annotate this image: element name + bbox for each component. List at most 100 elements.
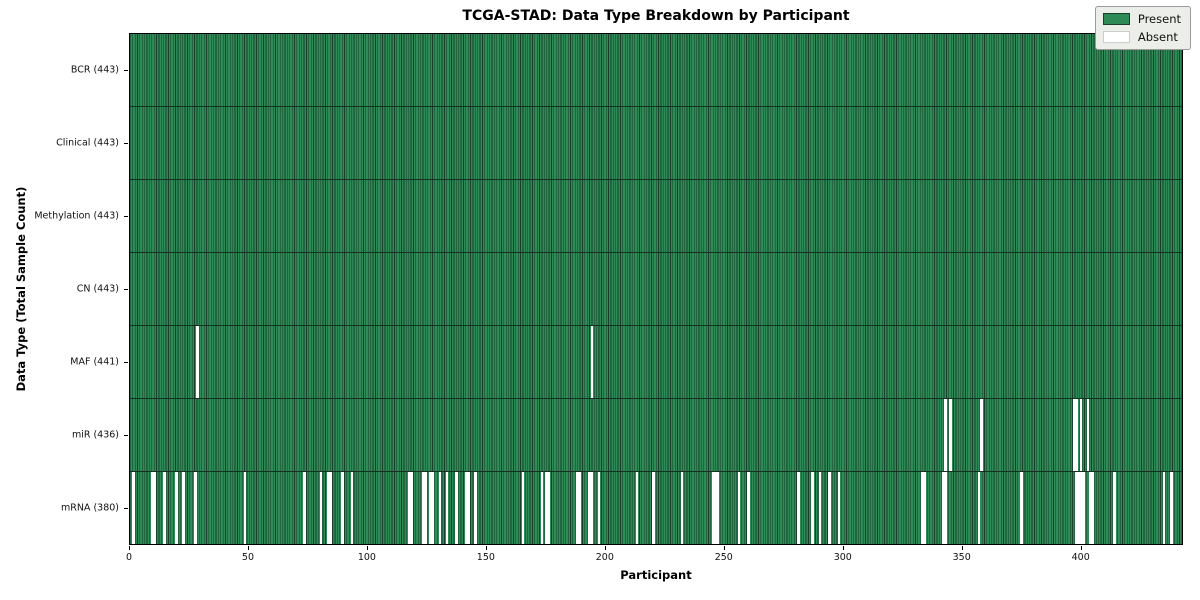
absent-stripe: [1086, 399, 1090, 471]
absent-stripe: [151, 472, 154, 544]
absent-stripe: [243, 472, 247, 544]
absent-stripe: [429, 472, 432, 544]
absent-stripe: [711, 472, 715, 544]
absent-stripe: [455, 472, 458, 544]
absent-stripe: [303, 472, 306, 544]
absent-stripe: [424, 472, 427, 544]
absent-stripe: [980, 399, 983, 471]
absent-stripe: [747, 472, 750, 544]
row-CN: [130, 253, 1182, 326]
absent-stripe: [132, 472, 135, 544]
absent-stripe: [1089, 472, 1092, 544]
absent-stripe: [196, 326, 199, 398]
y-axis-tick: [124, 216, 128, 217]
absent-stripe: [811, 472, 815, 544]
legend-label-absent: Absent: [1137, 30, 1178, 44]
absent-stripe: [445, 472, 449, 544]
y-tick-label-BCR: BCR (443): [70, 64, 119, 76]
x-axis-title: Participant: [620, 568, 692, 582]
absent-stripe: [977, 472, 981, 544]
row-BCR: [130, 34, 1182, 107]
y-axis-tick: [124, 435, 128, 436]
absent-stripe: [680, 472, 684, 544]
y-tick-label-miR: miR (436): [71, 429, 119, 441]
absent-stripe: [652, 472, 655, 544]
absent-stripe: [597, 472, 601, 544]
absent-stripe: [540, 472, 544, 544]
y-axis-tick: [124, 70, 128, 71]
absent-stripe: [341, 472, 344, 544]
absent-stripe: [949, 399, 952, 471]
absent-stripe: [797, 472, 800, 544]
absent-stripe: [329, 472, 332, 544]
absent-stripe: [1113, 472, 1116, 544]
x-axis-tick: [1081, 546, 1082, 550]
absent-stripe: [431, 472, 435, 544]
absent-stripe: [163, 472, 166, 544]
plot-area: [129, 33, 1183, 545]
absent-stripe: [326, 472, 330, 544]
absent-stripe: [407, 472, 411, 544]
x-axis-tick: [129, 546, 130, 550]
absent-stripe: [521, 472, 525, 544]
y-axis-tick: [124, 289, 128, 290]
absent-stripe: [588, 472, 591, 544]
x-axis-tick: [962, 546, 963, 550]
absent-stripe: [410, 472, 413, 544]
x-axis-tick: [843, 546, 844, 550]
absent-stripe: [737, 472, 741, 544]
chart-title: TCGA-STAD: Data Type Breakdown by Partic…: [462, 8, 850, 24]
y-tick-label-Methylation: Methylation (443): [34, 210, 119, 222]
absent-stripe: [175, 472, 178, 544]
y-tick-label-CN: CN (443): [76, 283, 119, 295]
y-tick-label-MAF: MAF (441): [70, 356, 119, 368]
absent-stripe: [1077, 472, 1080, 544]
absent-stripe: [1079, 472, 1083, 544]
x-axis-tick: [724, 546, 725, 550]
absent-stripe: [944, 472, 947, 544]
y-tick-label-mRNA: mRNA (380): [60, 502, 119, 514]
absent-stripe: [828, 472, 831, 544]
absent-stripe: [1020, 472, 1023, 544]
row-miR: [130, 399, 1182, 472]
x-tick-label-150: 150: [476, 552, 495, 563]
x-tick-label-0: 0: [125, 552, 133, 563]
x-axis-tick: [367, 546, 368, 550]
x-tick-label-50: 50: [241, 552, 254, 563]
absent-stripe: [1072, 399, 1076, 471]
absent-stripe: [350, 472, 354, 544]
absent-stripe: [474, 472, 477, 544]
absent-stripe: [818, 472, 822, 544]
absent-stripe: [438, 472, 442, 544]
absent-stripe: [590, 472, 594, 544]
absent-stripe: [1075, 399, 1078, 471]
absent-stripe: [319, 472, 323, 544]
x-tick-label-100: 100: [357, 552, 376, 563]
absent-stripe: [578, 472, 582, 544]
x-tick-label-300: 300: [833, 552, 852, 563]
absent-stripe: [153, 472, 157, 544]
absent-stripe: [923, 472, 926, 544]
legend: Present Absent: [1094, 6, 1191, 50]
y-axis-tick: [124, 508, 128, 509]
legend-label-present: Present: [1137, 12, 1181, 26]
absent-stripe: [590, 326, 594, 398]
row-Clinical: [130, 107, 1182, 180]
x-tick-label-200: 200: [595, 552, 614, 563]
absent-stripe: [194, 472, 197, 544]
absent-swatch: [1102, 31, 1130, 43]
present-swatch: [1102, 13, 1130, 25]
y-axis-tick: [124, 362, 128, 363]
x-axis-tick: [605, 546, 606, 550]
x-tick-label-350: 350: [952, 552, 971, 563]
absent-stripe: [635, 472, 639, 544]
x-tick-label-400: 400: [1071, 552, 1090, 563]
absent-stripe: [1079, 399, 1083, 471]
absent-stripe: [182, 472, 185, 544]
absent-stripe: [545, 472, 549, 544]
x-axis-tick: [486, 546, 487, 550]
x-axis-tick: [248, 546, 249, 550]
absent-stripe: [1091, 472, 1095, 544]
y-axis-tick: [124, 143, 128, 144]
y-tick-label-Clinical: Clinical (443): [56, 137, 119, 149]
